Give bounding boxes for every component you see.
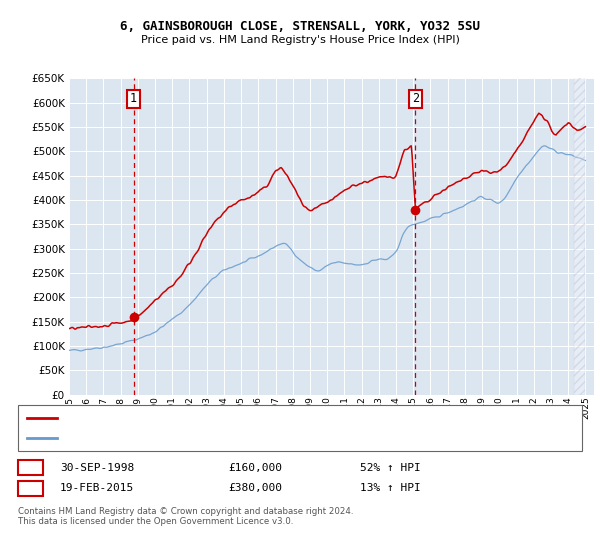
Text: 52% ↑ HPI: 52% ↑ HPI <box>360 463 421 473</box>
Text: £160,000: £160,000 <box>228 463 282 473</box>
Text: Price paid vs. HM Land Registry's House Price Index (HPI): Price paid vs. HM Land Registry's House … <box>140 35 460 45</box>
Text: 19-FEB-2015: 19-FEB-2015 <box>60 483 134 493</box>
Text: HPI: Average price, detached house, York: HPI: Average price, detached house, York <box>63 433 303 443</box>
Text: 6, GAINSBOROUGH CLOSE, STRENSALL, YORK, YO32 5SU (detached house): 6, GAINSBOROUGH CLOSE, STRENSALL, YORK, … <box>63 413 453 423</box>
Text: 6, GAINSBOROUGH CLOSE, STRENSALL, YORK, YO32 5SU: 6, GAINSBOROUGH CLOSE, STRENSALL, YORK, … <box>120 20 480 32</box>
Text: Contains HM Land Registry data © Crown copyright and database right 2024.
This d: Contains HM Land Registry data © Crown c… <box>18 507 353 526</box>
Text: 13% ↑ HPI: 13% ↑ HPI <box>360 483 421 493</box>
Text: 2: 2 <box>412 92 419 105</box>
Text: 30-SEP-1998: 30-SEP-1998 <box>60 463 134 473</box>
Text: £380,000: £380,000 <box>228 483 282 493</box>
Text: 1: 1 <box>27 463 34 473</box>
Text: 2: 2 <box>27 483 34 493</box>
Text: 1: 1 <box>130 92 137 105</box>
